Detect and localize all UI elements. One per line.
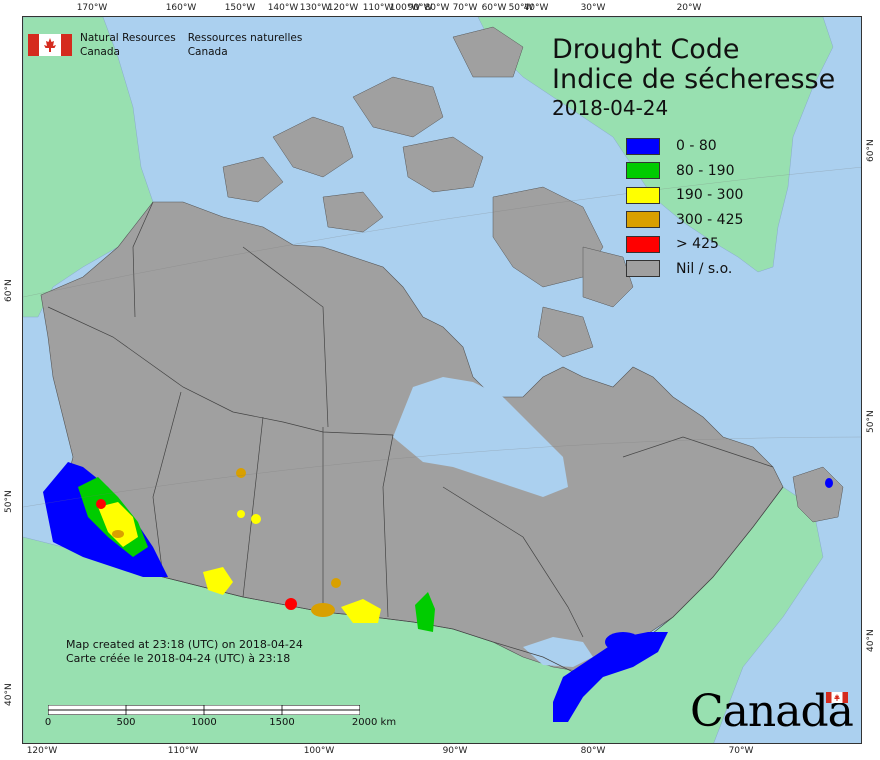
legend-row: > 425 [626,232,743,257]
scale-label: 1500 [269,717,295,728]
canada-flag-icon [28,34,72,56]
legend: 0 - 80 80 - 190 190 - 300 300 - 425 > 42… [626,134,743,281]
top-tick: 80°W [424,3,450,13]
map-svg [23,17,861,743]
top-tick: 120°W [327,3,359,13]
bottom-tick: 70°W [728,746,754,756]
drought-overlay [43,462,833,722]
overlay-mb-high [341,599,381,623]
scale-label: 500 [116,717,136,728]
overlay-ab-dot2 [251,514,261,524]
bottom-tick: 110°W [167,746,199,756]
top-tick: 140°W [267,3,299,13]
top-tick: 90°W [407,3,433,13]
bottom-tick: 90°W [442,746,468,756]
bottom-tick: 80°W [580,746,606,756]
left-tick: 50°N [4,490,14,513]
scale-label: 1000 [191,717,217,728]
overlay-ab-dot [237,510,245,518]
provincial-boundaries [47,201,774,638]
top-tick: 110°W [362,3,394,13]
overlay-on-moderate [415,592,435,632]
right-tick: 50°N [866,410,876,433]
overlay-ab-dot3 [236,468,246,478]
legend-row: 80 - 190 [626,159,743,184]
overlay-ab-high [203,567,233,595]
scale-bar: 0 500 1000 1500 2000 km [45,705,396,728]
legend-row: 0 - 80 [626,134,743,159]
legend-row: Nil / s.o. [626,257,743,282]
top-tick: 100°W [389,3,421,13]
bottom-tick: 120°W [26,746,58,756]
map-title-fr: Indice de sécheresse [552,64,836,95]
legend-row: 190 - 300 [626,183,743,208]
left-tick: 40°N [4,683,14,706]
creation-note-fr: Carte créée le 2018-04-24 (UTC) à 23:18 [66,652,291,665]
legend-swatch [626,235,660,253]
scale-label: 0 [44,717,52,728]
top-tick: 170°W [76,3,108,13]
top-tick: 150°W [224,3,256,13]
wordmark-flag-icon [826,692,848,703]
legend-label: Nil / s.o. [676,260,733,277]
legend-label: 0 - 80 [676,138,717,155]
legend-swatch [626,162,660,180]
arctic-islands [222,26,634,358]
left-tick: 60°N [4,279,14,302]
top-tick: 130°W [299,3,331,13]
right-tick: 60°N [866,139,876,162]
hudson-bay [393,377,568,497]
canada-us-border [52,486,784,678]
overlay-bc-extreme [96,499,106,509]
top-tick: 20°W [676,3,702,13]
scale-bar-graphic [48,705,360,715]
map-canvas [22,16,862,744]
great-lakes [523,637,593,667]
agency-name-en: Natural Resources Canada [80,32,176,58]
legend-label: 300 - 425 [676,211,744,228]
agency-name-fr: Ressources naturelles Canada [187,32,303,58]
right-tick: 40°N [866,629,876,652]
map-title-en: Drought Code [552,34,740,65]
legend-swatch [626,260,660,278]
overlay-mb-dot [331,578,341,588]
overlay-nf-low [825,478,833,488]
legend-label: > 425 [676,236,719,253]
top-tick: 70°W [452,3,478,13]
legend-label: 80 - 190 [676,162,735,179]
legend-swatch [626,186,660,204]
map-date: 2018-04-24 [552,96,669,120]
top-tick: 50°W [508,3,534,13]
legend-swatch [626,211,660,229]
legend-row: 300 - 425 [626,208,743,233]
creation-note-en: Map created at 23:18 (UTC) on 2018-04-24 [66,638,303,651]
scale-label: 2000 km [351,717,397,728]
top-tick: 60°W [481,3,507,13]
legend-swatch [626,137,660,155]
top-tick: 30°W [580,3,606,13]
bottom-tick: 100°W [303,746,335,756]
top-tick: 160°W [165,3,197,13]
graticule [23,167,861,508]
overlay-on-low [553,632,668,722]
overlay-mb-veryhigh [311,603,335,617]
overlay-bc-veryhigh [112,530,124,538]
creation-note: Map created at 23:18 (UTC) on 2018-04-24… [66,638,303,666]
scale-labels: 0 500 1000 1500 2000 km [44,717,408,731]
overlay-sk-extreme [285,598,297,610]
agency-block: Natural Resources Canada Ressources natu… [28,31,314,59]
overlay-qc-low [605,632,641,652]
top-tick: 40°W [523,3,549,13]
overlay-bc-high [98,502,138,547]
legend-label: 190 - 300 [676,187,744,204]
